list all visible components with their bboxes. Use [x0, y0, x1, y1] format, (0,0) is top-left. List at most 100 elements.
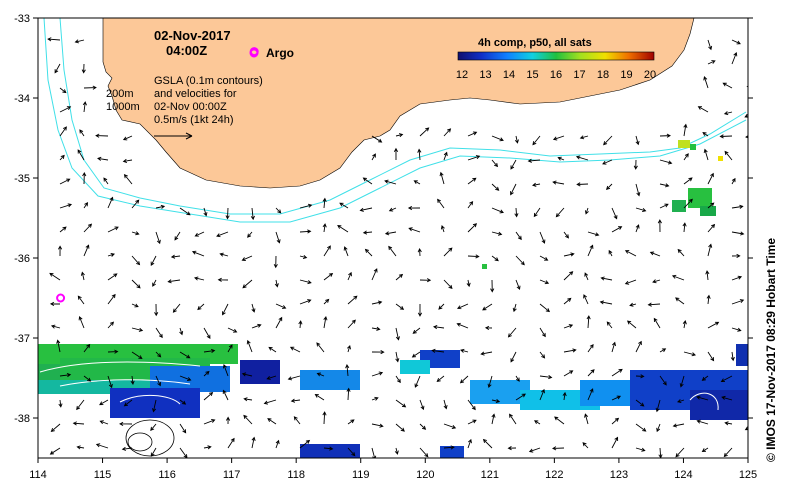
velocity-arrow [683, 351, 697, 357]
velocity-arrow [611, 417, 620, 425]
velocity-arrow [755, 232, 758, 238]
velocity-arrow [555, 207, 565, 218]
velocity-arrow [703, 148, 709, 161]
velocity-arrow [251, 323, 262, 329]
velocity-arrow [50, 324, 61, 329]
velocity-arrow [227, 344, 233, 353]
velocity-arrow [563, 297, 572, 305]
velocity-arrow [582, 442, 589, 449]
velocity-arrow [76, 445, 85, 450]
velocity-arrow [152, 279, 157, 287]
velocity-arrow [323, 272, 334, 281]
lon-tick-label: 123 [610, 469, 628, 481]
velocity-arrow [635, 399, 645, 407]
velocity-arrow [602, 159, 613, 165]
velocity-arrow [436, 375, 445, 383]
velocity-arrow [467, 419, 477, 425]
velocity-arrow [241, 255, 253, 261]
velocity-arrow [287, 375, 301, 381]
velocity-arrow [443, 279, 453, 290]
credit-text: © IMOS 17-Nov-2017 08:29 Hobart Time [764, 237, 778, 462]
velocity-arrow [407, 205, 421, 211]
velocity-arrow [203, 370, 210, 377]
velocity-arrow [179, 423, 187, 434]
velocity-arrow [371, 350, 385, 355]
velocity-arrow [59, 226, 67, 233]
velocity-arrow [744, 113, 748, 118]
velocity-arrow [131, 255, 141, 266]
velocity-arrow [515, 255, 525, 266]
velocity-arrow [467, 254, 480, 259]
velocity-arrow [647, 302, 661, 307]
velocity-arrow [395, 351, 400, 363]
velocity-arrow [539, 303, 551, 313]
velocity-arrow [756, 304, 762, 308]
velocity-arrow [563, 370, 574, 377]
velocity-arrow [371, 153, 376, 161]
velocity-arrow [155, 204, 166, 209]
velocity-arrow [533, 207, 541, 218]
velocity-arrow [745, 135, 748, 139]
colorbar-tick-label: 13 [479, 69, 491, 81]
velocity-arrow [587, 244, 594, 257]
velocity-arrow [659, 133, 671, 138]
velocity-arrow [384, 231, 397, 236]
velocity-arrow [227, 437, 235, 449]
velocity-arrow [539, 231, 546, 244]
velocity-arrow [752, 154, 756, 160]
velocity-arrow [217, 277, 229, 282]
velocity-arrow [241, 372, 253, 377]
velocity-arrow [371, 423, 384, 428]
velocity-arrow [557, 156, 565, 161]
velocity-arrow [347, 447, 356, 457]
velocity-arrow [122, 135, 133, 141]
velocity-arrow [179, 399, 187, 405]
velocity-arrow [107, 293, 116, 305]
velocity-arrow [746, 85, 748, 88]
velocity-arrow [275, 316, 283, 329]
velocity-arrow [539, 279, 550, 285]
velocity-arrow [219, 252, 229, 257]
velocity-arrow [417, 148, 422, 161]
depth-label-200m: 200m [106, 88, 134, 100]
velocity-arrow [314, 393, 325, 401]
velocity-arrow [539, 388, 545, 401]
velocity-arrow [629, 302, 637, 307]
velocity-arrow [131, 351, 143, 360]
velocity-arrow [587, 343, 594, 353]
lat-tick-label: -37 [14, 333, 30, 345]
velocity-arrow [467, 200, 474, 209]
velocity-arrow [707, 60, 716, 65]
velocity-arrow [393, 147, 399, 161]
velocity-arrow [682, 222, 687, 233]
velocity-arrow [563, 324, 574, 329]
isobath-1000m [43, 18, 747, 223]
velocity-arrow [289, 346, 301, 353]
velocity-arrow [299, 203, 313, 209]
velocity-arrow [707, 321, 720, 329]
colorbar-tick-label: 15 [526, 69, 538, 81]
velocity-arrow [107, 273, 118, 281]
info-line-1: GSLA (0.1m contours) [154, 75, 263, 87]
velocity-arrow [371, 326, 381, 331]
velocity-arrow [267, 418, 277, 425]
velocity-arrow [107, 226, 119, 233]
velocity-arrow [552, 446, 565, 451]
velocity-arrow [611, 226, 623, 233]
velocity-arrow [731, 253, 741, 258]
velocity-arrow [482, 303, 493, 311]
velocity-arrow [412, 327, 421, 334]
velocity-arrow [482, 438, 493, 449]
velocity-arrow [696, 419, 709, 425]
velocity-arrow [179, 327, 184, 336]
colorbar-tick-label: 16 [550, 69, 562, 81]
velocity-arrow [337, 225, 349, 233]
velocity-arrow [696, 395, 709, 401]
velocity-arrow [683, 177, 693, 185]
velocity-arrow [507, 327, 517, 338]
velocity-arrow [510, 183, 517, 196]
velocity-arrow [82, 171, 87, 185]
velocity-arrow [395, 399, 407, 408]
velocity-arrow [411, 351, 421, 358]
velocity-arrow [487, 375, 493, 389]
